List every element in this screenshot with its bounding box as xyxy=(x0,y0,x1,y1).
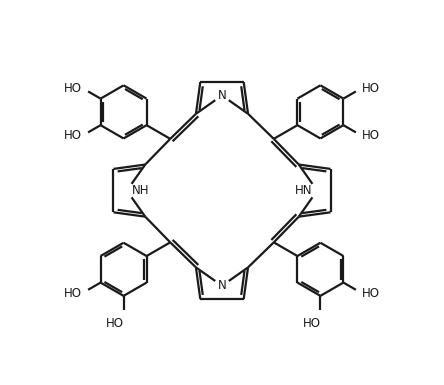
Circle shape xyxy=(214,88,230,103)
Text: HO: HO xyxy=(362,82,380,94)
Text: N: N xyxy=(218,279,226,292)
Circle shape xyxy=(214,278,230,293)
Text: HO: HO xyxy=(64,82,82,94)
Text: NH: NH xyxy=(131,184,149,197)
Circle shape xyxy=(119,183,135,198)
Text: HO: HO xyxy=(362,129,380,142)
Text: HO: HO xyxy=(106,317,123,330)
Text: HO: HO xyxy=(362,287,380,300)
Text: HO: HO xyxy=(302,317,321,330)
Circle shape xyxy=(309,183,325,198)
Text: N: N xyxy=(218,89,226,102)
Text: HO: HO xyxy=(64,129,82,142)
Text: HO: HO xyxy=(64,287,82,300)
Text: HN: HN xyxy=(295,184,313,197)
